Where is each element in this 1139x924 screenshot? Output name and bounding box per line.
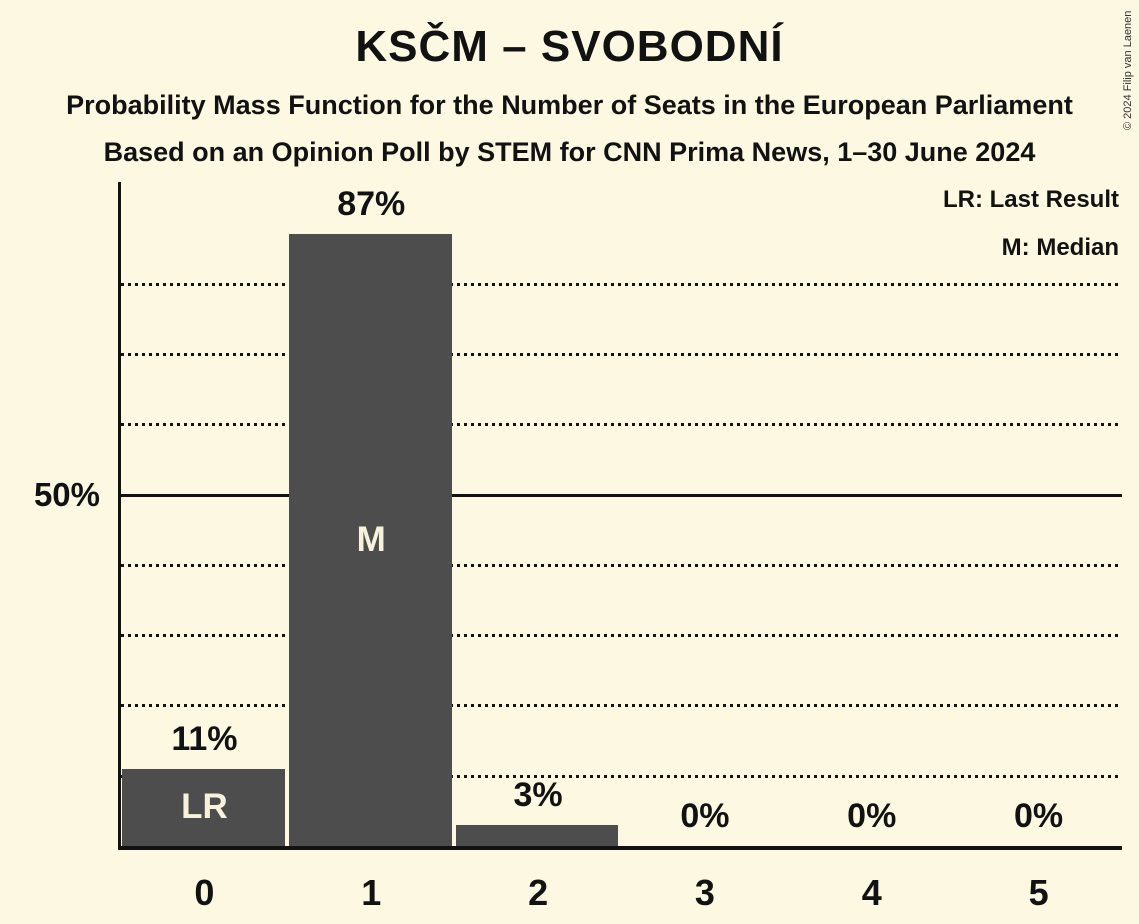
- x-axis-tick-label-4: 4: [861, 872, 882, 913]
- gridline-80pct: [121, 282, 1122, 286]
- value-label-1: 87%: [337, 185, 406, 224]
- copyright-notice: © 2024 Filip van Laenen: [1122, 10, 1134, 130]
- x-axis-tick-label-5: 5: [1028, 872, 1049, 913]
- gridline-50pct: [121, 493, 1122, 497]
- x-axis-tick-label-0: 0: [194, 872, 215, 913]
- gridline-70pct: [121, 352, 1122, 356]
- x-axis-line: [118, 846, 1122, 850]
- x-axis-labels: 0 1 2 3 4 5: [118, 866, 1122, 918]
- legend-median: M: Median: [1001, 234, 1119, 261]
- value-label-2: 3%: [513, 775, 563, 814]
- value-label-4: 0%: [847, 797, 897, 835]
- y-axis-tick-label-50: 50%: [33, 476, 100, 513]
- gridline-10pct: [121, 774, 1122, 778]
- x-axis-tick-label-3: 3: [694, 872, 715, 913]
- value-label-0: 11%: [171, 719, 238, 758]
- gridline-30pct: [121, 634, 1122, 638]
- chart-subtitle: Probability Mass Function for the Number…: [66, 90, 1073, 120]
- bar-0: [122, 768, 285, 846]
- gridline-40pct: [121, 563, 1122, 567]
- gridline-60pct: [121, 423, 1122, 427]
- bar-annotation-lr: LR: [181, 787, 228, 827]
- y-axis-line: [118, 182, 121, 850]
- bar-annotation-m: M: [356, 520, 386, 560]
- value-label-3: 0%: [680, 797, 730, 835]
- chart-source-line: Based on an Opinion Poll by STEM for CNN…: [103, 137, 1036, 167]
- x-axis-tick-label-1: 1: [361, 872, 382, 913]
- legend-last-result: LR: Last Result: [942, 186, 1119, 213]
- chart-title: KSČM – SVOBODNÍ: [355, 22, 784, 71]
- bar-1: [288, 234, 452, 846]
- bar-2: [455, 824, 619, 846]
- plot-area: 11% 87% 3% 0% 0% 0% LR M: [121, 182, 1122, 846]
- gridline-20pct: [121, 704, 1122, 708]
- x-axis-tick-label-2: 2: [528, 872, 549, 913]
- value-label-5: 0%: [1014, 797, 1064, 835]
